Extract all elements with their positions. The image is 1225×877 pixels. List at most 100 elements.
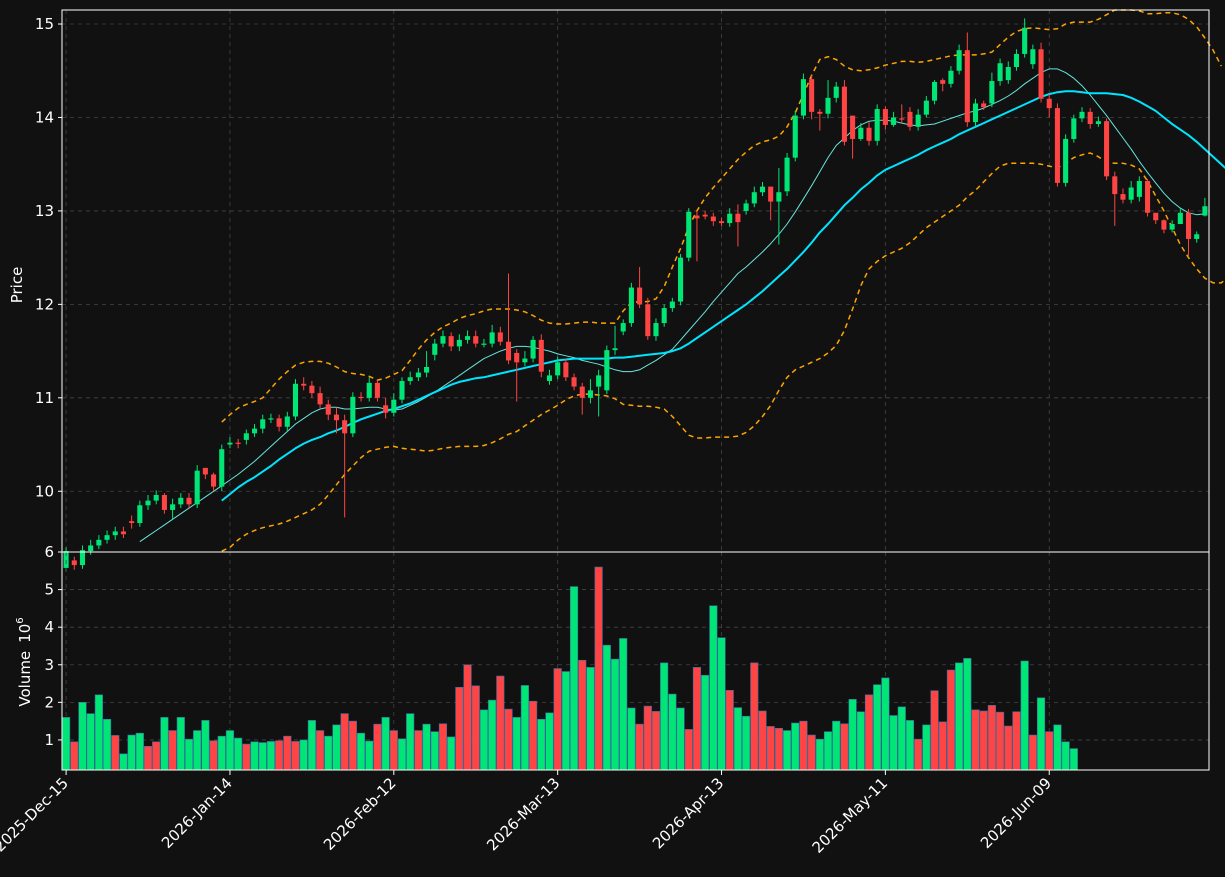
volume-bar [996, 711, 1005, 771]
candle-body [1022, 27, 1028, 54]
volume-bar [307, 720, 316, 771]
volume-bar [881, 677, 890, 771]
candle-body [776, 192, 782, 202]
volume-bar [799, 720, 808, 771]
volume-bar [758, 710, 767, 771]
candle-body [481, 343, 487, 345]
candle-body [923, 100, 929, 115]
candle-body [964, 50, 970, 123]
volume-bar [463, 664, 472, 771]
candle-body [465, 336, 471, 340]
candle-body [882, 109, 888, 125]
candle-body [686, 211, 692, 258]
candle-body [1013, 53, 1020, 68]
candle-body [120, 531, 126, 535]
candle-body [1194, 234, 1200, 239]
volume-bar [389, 730, 398, 771]
candle-body [1145, 181, 1151, 213]
candle-body [202, 467, 208, 475]
price-panel: 10 11 12 13 14 15 [35, 9, 1225, 572]
candle-body [800, 79, 806, 116]
candle-body [391, 399, 397, 413]
candle-body [710, 216, 716, 222]
volume-bar [299, 739, 308, 771]
volume-panel: 1 2 3 4 5 6 [44, 543, 1210, 771]
candle-body [243, 433, 249, 440]
volume-bar [529, 700, 538, 771]
candle-body [1054, 108, 1060, 183]
volume-bar [807, 734, 816, 771]
volume-axis-exponent-base: 10 [16, 624, 34, 643]
candle-body [448, 336, 454, 347]
volume-bar [684, 729, 693, 771]
candle-body [678, 257, 684, 302]
volume-bar [627, 707, 636, 771]
candle-body [792, 115, 798, 158]
volume-bar [479, 709, 489, 771]
candle-body [669, 301, 675, 309]
volume-bar [619, 638, 628, 771]
candle-body [424, 366, 430, 373]
price-tick-label: 11 [35, 389, 54, 407]
volume-bar [848, 699, 857, 771]
candle-body [784, 157, 790, 192]
candle-body [350, 396, 356, 434]
candle-body [137, 505, 143, 524]
volume-bar [602, 644, 611, 771]
candle-body [145, 500, 151, 506]
candle-body [514, 352, 520, 363]
candle-body [1120, 194, 1126, 200]
candle-body [399, 380, 405, 400]
candle-body [342, 420, 348, 434]
volume-bar [430, 731, 439, 771]
candle-body [579, 386, 585, 398]
candle-body [637, 287, 643, 305]
candle-body [989, 81, 995, 104]
candle-body [1161, 220, 1167, 230]
candle-body [956, 50, 962, 71]
candle-body [645, 304, 651, 337]
volume-bar [422, 723, 431, 771]
candle-body [1071, 118, 1077, 139]
price-axis-label: Price [8, 267, 26, 304]
volume-bar [365, 740, 374, 771]
candle-body [825, 97, 831, 114]
candle-body [333, 414, 340, 421]
volume-bar [1036, 697, 1046, 771]
price-tick-label: 15 [35, 15, 54, 33]
volume-bar [78, 702, 87, 771]
volume-bar [651, 711, 661, 771]
volume-bar [356, 732, 366, 771]
volume-axis-exponent-power: 6 [15, 617, 26, 623]
volume-bar [94, 694, 103, 771]
volume-bar [127, 734, 136, 771]
volume-bar [1012, 711, 1021, 771]
volume-bar [234, 737, 243, 771]
volume-bar [520, 685, 529, 771]
volume-bar [643, 705, 652, 771]
volume-bar [586, 667, 595, 771]
volume-bar [938, 721, 947, 771]
volume-bar [406, 713, 415, 771]
candle-body [194, 470, 200, 505]
candle-body [301, 383, 307, 386]
candle-body [522, 358, 528, 363]
candle-body [759, 186, 766, 193]
candle-body [63, 551, 69, 568]
candle-body [235, 442, 241, 444]
candle-body [1128, 187, 1134, 200]
candle-body [325, 404, 331, 415]
candle-body [317, 393, 323, 405]
volume-bar [1020, 660, 1029, 771]
volume-bar [701, 674, 710, 771]
volume-bar [922, 724, 931, 771]
candle-body [415, 372, 421, 378]
volume-bar [963, 658, 972, 771]
candle-body [940, 80, 946, 84]
volume-bar [561, 671, 570, 771]
price-tick-label: 14 [35, 108, 54, 126]
price-tick-label: 13 [35, 202, 54, 220]
candle-body [694, 215, 700, 219]
candle-body [817, 111, 823, 114]
volume-bar [889, 715, 898, 771]
